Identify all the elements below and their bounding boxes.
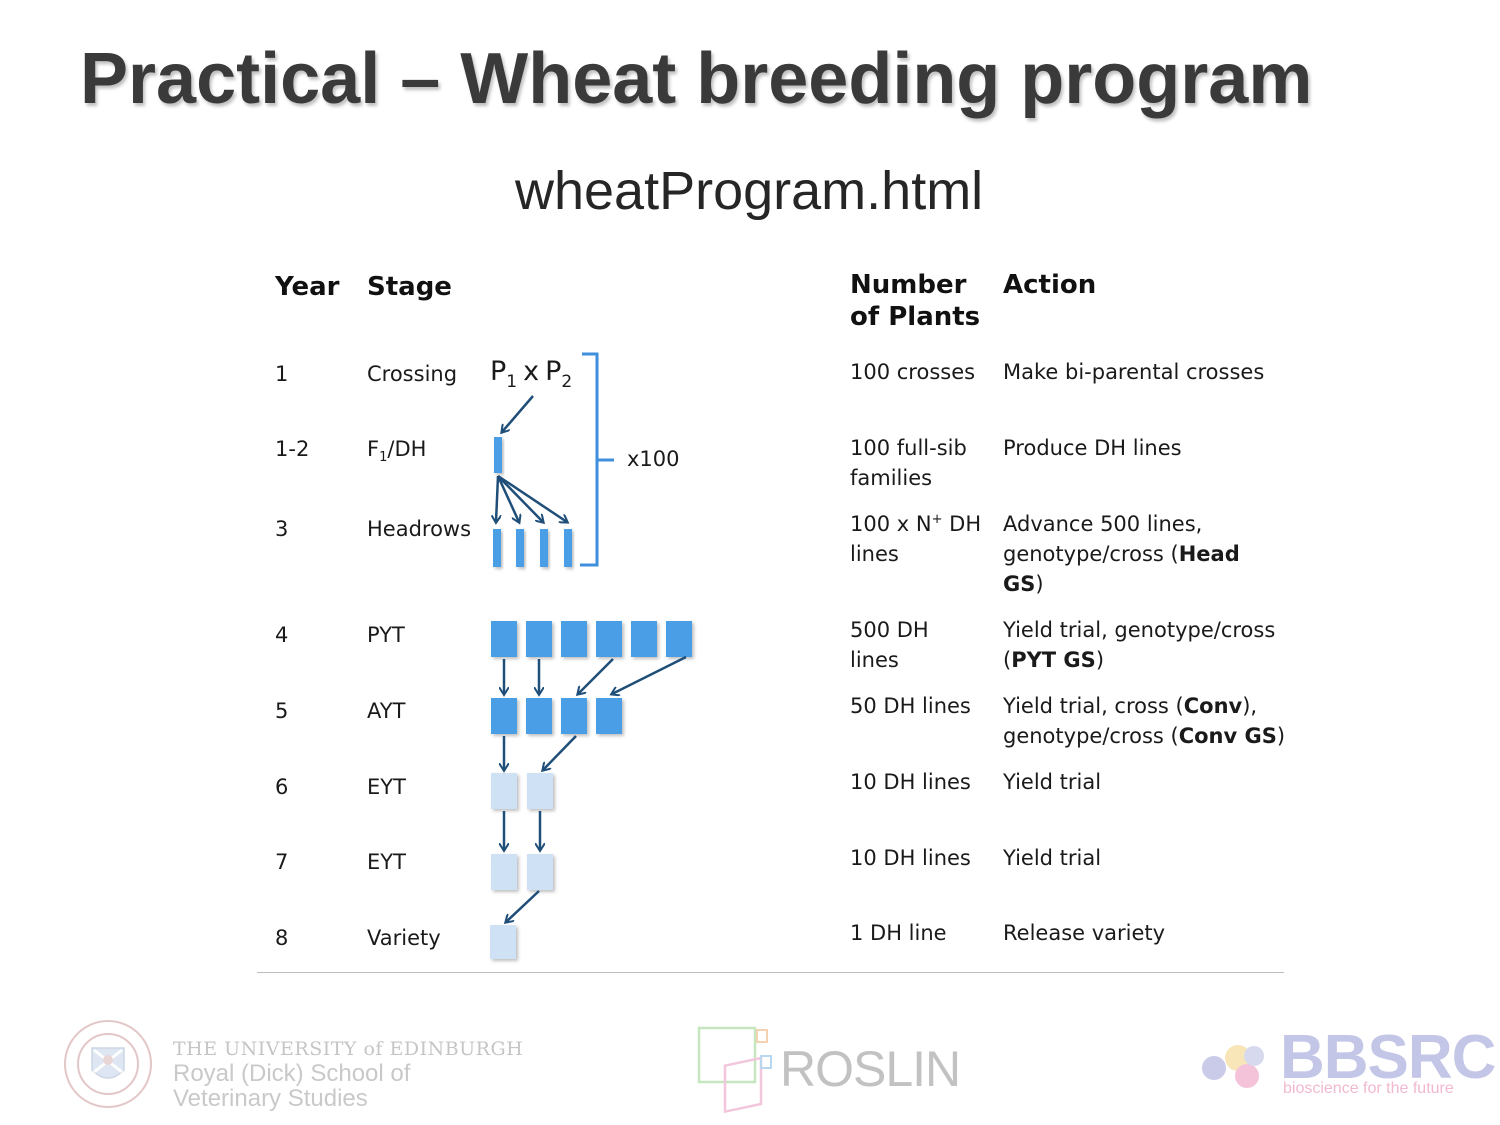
f1-bar bbox=[494, 437, 502, 473]
row5-stage: AYT bbox=[367, 699, 406, 723]
row3-action: Advance 500 lines, genotype/cross (Head … bbox=[1003, 512, 1240, 596]
headrow-bar bbox=[540, 529, 548, 567]
row6-number: 10 DH lines bbox=[850, 770, 971, 794]
ayt-box bbox=[561, 698, 587, 734]
pyt-box bbox=[666, 621, 692, 657]
eyt1-box bbox=[491, 773, 517, 809]
ayt-eyt-arrow bbox=[543, 735, 577, 770]
edinburgh-name: THE UNIVERSITY of EDINBURGH bbox=[173, 1038, 524, 1060]
row2-year: 1-2 bbox=[275, 437, 310, 461]
row5-number: 50 DH lines bbox=[850, 694, 971, 718]
row7-number: 10 DH lines bbox=[850, 846, 971, 870]
header-number: Number of Plants bbox=[850, 269, 980, 333]
dh-arrow bbox=[497, 475, 543, 522]
row4-action: Yield trial, genotype/cross (PYT GS) bbox=[1003, 618, 1276, 672]
header-stage: Stage bbox=[367, 272, 452, 302]
row4-number: 500 DH lines bbox=[850, 618, 929, 672]
row8-stage: Variety bbox=[367, 926, 441, 950]
bbsrc-wordmark: BBSRC bbox=[1280, 1023, 1496, 1092]
ayt-box bbox=[526, 698, 552, 734]
row4-stage: PYT bbox=[367, 623, 405, 647]
pyt-ayt-arrow bbox=[612, 655, 687, 694]
cross-arrow bbox=[502, 395, 534, 432]
dh-arrow bbox=[496, 475, 498, 522]
headrow-bar bbox=[564, 529, 572, 567]
pyt-box bbox=[596, 621, 622, 657]
slide-title: Practical – Wheat breeding program bbox=[80, 39, 1313, 119]
bracket bbox=[580, 352, 599, 567]
edinburgh-crest-icon bbox=[64, 1020, 152, 1108]
roslin-wordmark: ROSLIN bbox=[780, 1041, 961, 1097]
bbsrc-tagline: bioscience for the future bbox=[1283, 1080, 1454, 1097]
pyt-ayt-arrow bbox=[578, 658, 614, 694]
ayt-box bbox=[596, 698, 622, 734]
row7-year: 7 bbox=[275, 850, 289, 874]
row1-stage: Crossing bbox=[367, 362, 458, 386]
row8-number: 1 DH line bbox=[850, 921, 947, 945]
eyt2-box bbox=[527, 854, 553, 890]
pyt-box bbox=[491, 621, 517, 657]
row5-year: 5 bbox=[275, 699, 289, 723]
row8-action: Release variety bbox=[1003, 921, 1166, 945]
row6-action: Yield trial bbox=[1003, 770, 1102, 794]
headrow-bar bbox=[516, 529, 524, 567]
row3-year: 3 bbox=[275, 517, 289, 541]
slide-subtitle: wheatProgram.html bbox=[515, 161, 984, 221]
header-number-line1: Number bbox=[850, 270, 967, 300]
row1-action: Make bi-parental crosses bbox=[1003, 360, 1265, 384]
row7-stage: EYT bbox=[367, 850, 406, 874]
dh-arrow bbox=[497, 474, 567, 522]
row8-year: 8 bbox=[275, 926, 289, 950]
row7-action: Yield trial bbox=[1003, 846, 1102, 870]
ayt-box bbox=[491, 698, 517, 734]
rdsvs-line1: Royal (Dick) School of bbox=[173, 1060, 411, 1087]
dh-arrow bbox=[496, 475, 519, 522]
rdsvs-line2: Veterinary Studies bbox=[173, 1085, 368, 1112]
multiplier-label: x100 bbox=[627, 447, 680, 471]
row5-action: Yield trial, cross (Conv), genotype/cros… bbox=[1003, 694, 1286, 748]
pyt-box bbox=[526, 621, 552, 657]
row6-stage: EYT bbox=[367, 775, 406, 799]
roslin-logo-icon bbox=[697, 1026, 772, 1114]
header-number-line2: of Plants bbox=[850, 302, 981, 332]
pyt-box bbox=[631, 621, 657, 657]
eyt2-box bbox=[491, 854, 517, 890]
row6-year: 6 bbox=[275, 775, 289, 799]
pyt-box bbox=[561, 621, 587, 657]
row2-stage: F1/DH bbox=[367, 437, 427, 466]
eyt1-box bbox=[527, 773, 553, 809]
eyt-variety-arrow bbox=[506, 890, 540, 922]
header-year: Year bbox=[275, 272, 340, 302]
row1-number: 100 crosses bbox=[850, 360, 976, 384]
parents-label: P1 x P2 bbox=[490, 356, 572, 392]
row3-stage: Headrows bbox=[367, 517, 472, 541]
header-action: Action bbox=[1003, 270, 1097, 300]
headrow-bar bbox=[493, 529, 501, 567]
row2-number: 100 full-sib families bbox=[850, 436, 967, 490]
row4-year: 4 bbox=[275, 623, 289, 647]
variety-box bbox=[490, 925, 516, 959]
bottom-rule bbox=[257, 972, 1284, 973]
row2-action: Produce DH lines bbox=[1003, 436, 1182, 460]
row3-number: 100 x N+ DH lines bbox=[850, 512, 982, 566]
row1-year: 1 bbox=[275, 362, 289, 386]
bbsrc-dots-icon bbox=[1202, 1045, 1264, 1088]
